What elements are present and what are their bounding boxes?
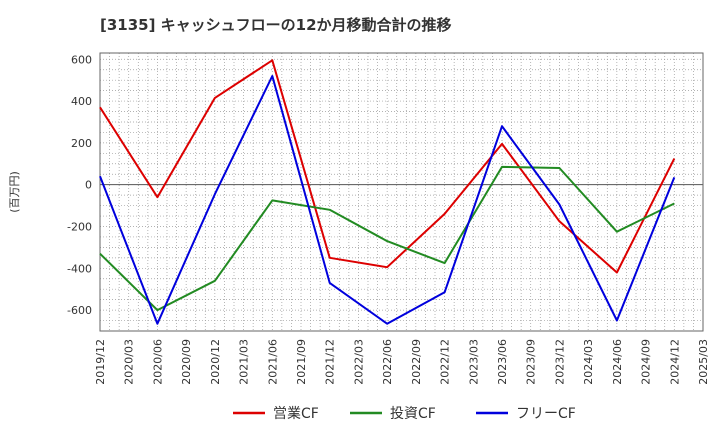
x-tick-label: 2023/06 xyxy=(496,339,509,385)
x-tick-label: 2022/06 xyxy=(381,339,394,385)
x-tick-label: 2024/03 xyxy=(582,339,595,385)
x-tick-label: 2024/09 xyxy=(640,339,653,385)
x-tick-label: 2022/09 xyxy=(410,339,423,385)
x-tick-label: 2020/06 xyxy=(151,339,164,385)
y-tick-label: 0 xyxy=(85,179,92,192)
x-tick-label: 2019/12 xyxy=(94,339,107,385)
y-tick-label: 200 xyxy=(71,137,92,150)
y-tick-label: -400 xyxy=(67,262,92,275)
x-tick-label: 2023/03 xyxy=(467,339,480,385)
grid-layer xyxy=(100,53,703,332)
x-tick-label: 2021/06 xyxy=(266,339,279,385)
x-tick-label: 2023/09 xyxy=(525,339,538,385)
y-tick-label: 400 xyxy=(71,95,92,108)
y-tick-label: 600 xyxy=(71,53,92,66)
y-tick-label: -200 xyxy=(67,220,92,233)
plot-frame xyxy=(99,52,704,332)
series-line-0 xyxy=(99,59,676,274)
x-tick-labels: 2019/12 2020/03 2020/06 2020/09 2020/12 2021/… xyxy=(94,339,710,385)
x-tick-label: 2020/09 xyxy=(180,339,193,385)
legend-label: フリーCF xyxy=(516,406,576,422)
x-tick-label: 2024/12 xyxy=(668,339,681,385)
x-tick-label: 2022/12 xyxy=(439,339,452,385)
x-tick-label: 2021/03 xyxy=(238,339,251,385)
x-tick-label: 2022/03 xyxy=(352,339,365,385)
series-layer xyxy=(99,59,676,325)
y-tick-labels: 600 400 200 0 -200 -400 -600 xyxy=(67,53,92,317)
y-axis-label: (百万円) xyxy=(8,171,21,213)
x-tick-label: 2025/03 xyxy=(697,339,710,385)
legend: 営業CF 投資CF フリーCF xyxy=(233,406,576,422)
x-tick-label: 2020/03 xyxy=(123,339,136,385)
x-tick-label: 2023/12 xyxy=(553,339,566,385)
series-line-2 xyxy=(99,75,676,325)
series-line-1 xyxy=(99,165,675,312)
x-tick-label: 2021/09 xyxy=(295,339,308,385)
y-tick-label: -600 xyxy=(67,304,92,317)
x-tick-label: 2020/12 xyxy=(209,339,222,385)
x-tick-label: 2024/06 xyxy=(611,339,624,385)
x-tick-label: 2021/12 xyxy=(324,339,337,385)
legend-label: 営業CF xyxy=(273,406,319,422)
legend-label: 投資CF xyxy=(390,406,436,422)
chart-title: [3135] キャッシュフローの12か月移動合計の推移 xyxy=(100,16,452,34)
